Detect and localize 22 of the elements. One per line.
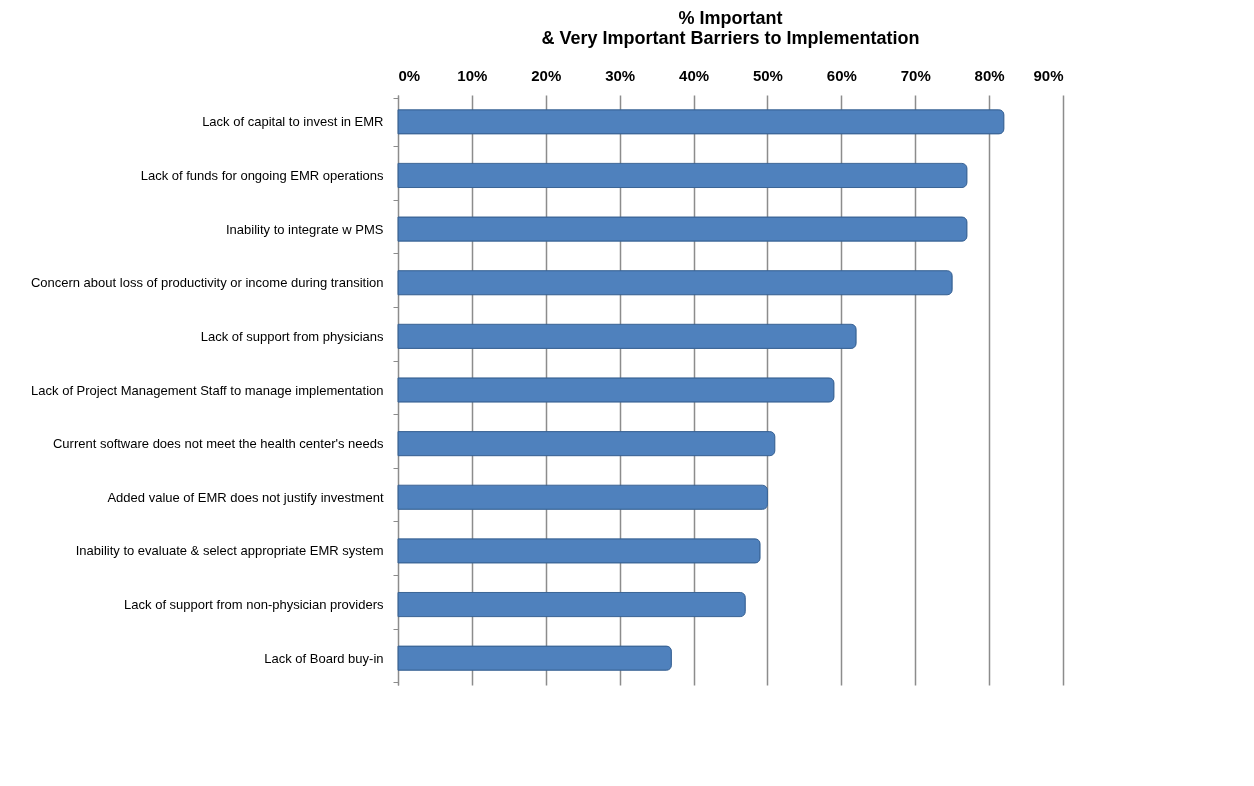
y-tick-label: Added value of EMR does not justify investment [107,489,384,505]
x-tick-label: 50% [752,66,783,84]
x-tick-label: 70% [900,66,931,84]
y-tick-label: Lack of Project Management Staff to manage implementation [31,382,384,398]
x-tick-label: 80% [974,66,1005,84]
x-tick-label: 90% [1033,66,1064,84]
y-tick-label: Concern about loss of productivity or income during transition [30,275,384,291]
x-tick-label: 20% [531,66,562,84]
y-tick-label: Lack of funds for ongoing EMR operations [140,167,384,183]
y-tick-label: Lack of capital to invest in EMR [202,114,384,130]
x-tick-label: 10% [457,66,488,84]
y-tick-label: Lack of support from physicians [200,328,384,344]
chart-title: % Important & Very Important Barriers to Implementation [541,8,920,48]
x-tick-label: 40% [679,66,710,84]
y-tick-label: Current software does not meet the health center's needs [52,436,384,452]
y-tick-label: Lack of support from non-physician providers [124,597,384,613]
y-tick-label: Inability to integrate w PMS [225,221,384,237]
x-tick-label: 60% [826,66,857,84]
y-tick-label: Inability to evaluate & select appropriate EMR system [75,543,384,559]
x-tick-label: 30% [605,66,636,84]
x-tick-label: 0% [398,66,421,84]
y-tick-label: Lack of Board buy-in [264,650,384,666]
